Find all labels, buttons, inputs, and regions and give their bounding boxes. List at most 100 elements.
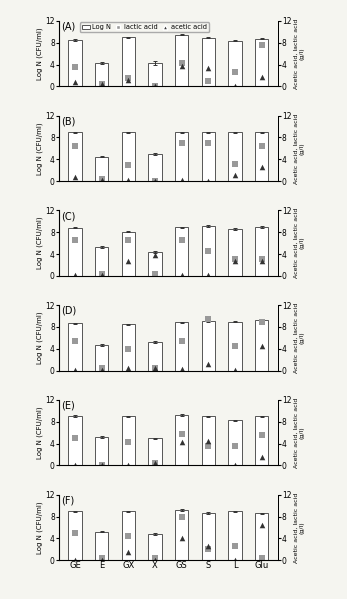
Point: [232, 256, 238, 265]
Point: [205, 359, 211, 369]
Point: [126, 438, 131, 447]
Point: [205, 138, 211, 148]
Point: [126, 75, 131, 85]
Point: [205, 541, 211, 551]
Point: [72, 173, 78, 182]
Point: [126, 531, 131, 540]
Text: (B): (B): [61, 116, 76, 126]
Point: [179, 437, 184, 447]
Bar: [122, 324, 135, 371]
Point: [152, 81, 158, 91]
Point: [72, 555, 78, 565]
Point: [99, 175, 104, 184]
Y-axis label: Acetic acid, lactic acid
(g/l): Acetic acid, lactic acid (g/l): [294, 208, 305, 279]
Point: [99, 555, 104, 565]
Point: [72, 235, 78, 245]
Bar: [228, 420, 242, 465]
Point: [179, 271, 184, 280]
Bar: [95, 532, 108, 560]
Bar: [148, 534, 162, 560]
Point: [179, 336, 184, 346]
Y-axis label: Acetic acid, lactic acid
(g/l): Acetic acid, lactic acid (g/l): [294, 19, 305, 89]
Point: [72, 78, 78, 87]
Point: [72, 141, 78, 150]
Bar: [228, 132, 242, 181]
Point: [99, 79, 104, 89]
Bar: [95, 345, 108, 371]
Point: [205, 176, 211, 186]
Point: [126, 363, 131, 373]
Point: [232, 460, 238, 470]
Bar: [122, 37, 135, 86]
Point: [205, 76, 211, 86]
Point: [179, 175, 184, 184]
Bar: [228, 41, 242, 86]
Point: [72, 433, 78, 443]
Bar: [95, 437, 108, 465]
Y-axis label: Log N (CFU/ml): Log N (CFU/ml): [36, 122, 43, 175]
Point: [259, 255, 264, 264]
Point: [179, 365, 184, 374]
Bar: [255, 227, 268, 276]
Bar: [175, 228, 188, 276]
Bar: [228, 322, 242, 371]
Point: [205, 441, 211, 451]
Y-axis label: Acetic acid, lactic acid
(g/l): Acetic acid, lactic acid (g/l): [294, 113, 305, 183]
Point: [205, 314, 211, 323]
Bar: [175, 415, 188, 465]
Point: [99, 460, 104, 470]
Y-axis label: Log N (CFU/ml): Log N (CFU/ml): [36, 406, 43, 459]
Point: [126, 160, 131, 170]
Point: [232, 555, 238, 565]
Point: [152, 458, 158, 468]
Point: [126, 73, 131, 83]
Point: [152, 364, 158, 373]
Point: [259, 41, 264, 50]
Bar: [255, 513, 268, 560]
Y-axis label: Log N (CFU/ml): Log N (CFU/ml): [36, 311, 43, 364]
Point: [232, 170, 238, 179]
Bar: [202, 38, 215, 86]
Point: [259, 256, 264, 265]
Point: [152, 555, 158, 565]
Bar: [175, 322, 188, 371]
Point: [259, 317, 264, 326]
Point: [152, 458, 158, 467]
Point: [179, 61, 184, 71]
Point: [259, 72, 264, 82]
Point: [99, 365, 104, 375]
Bar: [148, 63, 162, 86]
Point: [179, 138, 184, 148]
Point: [205, 437, 211, 446]
Bar: [175, 132, 188, 181]
Point: [232, 441, 238, 451]
Text: (D): (D): [61, 306, 76, 316]
Bar: [122, 511, 135, 560]
Point: [259, 553, 264, 562]
Point: [232, 341, 238, 351]
Point: [99, 271, 104, 280]
Text: (C): (C): [61, 211, 76, 221]
Bar: [255, 39, 268, 86]
Point: [152, 176, 158, 186]
Bar: [68, 132, 82, 181]
Point: [232, 67, 238, 77]
Bar: [202, 321, 215, 371]
Point: [126, 547, 131, 556]
Bar: [148, 342, 162, 371]
Bar: [68, 416, 82, 465]
Point: [152, 176, 158, 186]
Point: [72, 365, 78, 375]
Bar: [148, 154, 162, 181]
Bar: [148, 438, 162, 465]
Y-axis label: Log N (CFU/ml): Log N (CFU/ml): [36, 501, 43, 553]
Bar: [122, 232, 135, 276]
Point: [99, 364, 104, 373]
Point: [152, 553, 158, 562]
Text: (F): (F): [61, 495, 74, 506]
Point: [259, 163, 264, 173]
Point: [99, 270, 104, 279]
Point: [99, 553, 104, 562]
Bar: [68, 228, 82, 276]
Point: [99, 174, 104, 184]
